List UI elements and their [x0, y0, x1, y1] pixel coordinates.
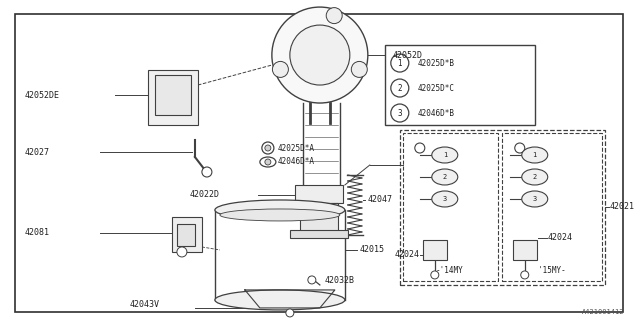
Circle shape	[262, 142, 274, 154]
Text: 42025D*A: 42025D*A	[278, 143, 315, 153]
Circle shape	[272, 7, 368, 103]
Text: 42052DE: 42052DE	[25, 91, 60, 100]
Ellipse shape	[522, 169, 548, 185]
Circle shape	[265, 145, 271, 151]
Text: 42047: 42047	[368, 196, 393, 204]
Text: 1: 1	[397, 59, 402, 68]
Text: 3: 3	[532, 196, 537, 202]
Text: 42025D*B: 42025D*B	[418, 59, 455, 68]
Circle shape	[415, 143, 425, 153]
Text: 42027: 42027	[25, 148, 50, 156]
Text: 2: 2	[532, 174, 537, 180]
Text: 3: 3	[443, 196, 447, 202]
Text: 42046D*A: 42046D*A	[278, 157, 315, 166]
Text: -'14MY: -'14MY	[436, 267, 463, 276]
Text: 42046D*B: 42046D*B	[418, 108, 455, 117]
Circle shape	[515, 143, 525, 153]
Text: 2: 2	[397, 84, 402, 92]
Text: 1: 1	[443, 152, 447, 158]
Bar	[300, 203, 338, 235]
Ellipse shape	[260, 157, 276, 167]
Text: 42015: 42015	[360, 245, 385, 254]
Text: 42081: 42081	[25, 228, 50, 237]
Bar	[295, 185, 343, 203]
Text: 42052D: 42052D	[393, 51, 423, 60]
Bar	[502, 133, 602, 281]
Text: 42024: 42024	[548, 234, 573, 243]
Circle shape	[265, 159, 271, 165]
Ellipse shape	[432, 147, 458, 163]
Ellipse shape	[522, 191, 548, 207]
Text: 2: 2	[443, 174, 447, 180]
Circle shape	[391, 104, 409, 122]
Bar	[290, 230, 348, 238]
Bar	[148, 70, 198, 125]
Circle shape	[202, 167, 212, 177]
Bar	[423, 240, 447, 260]
Text: 1: 1	[532, 152, 537, 158]
Circle shape	[290, 25, 350, 85]
Bar	[177, 224, 195, 246]
Circle shape	[391, 54, 409, 72]
Ellipse shape	[215, 290, 345, 310]
Circle shape	[308, 276, 316, 284]
Bar	[400, 130, 605, 285]
Ellipse shape	[432, 191, 458, 207]
Text: '15MY-: '15MY-	[538, 267, 566, 276]
Circle shape	[521, 271, 529, 279]
Text: 42043V: 42043V	[130, 300, 160, 309]
Bar	[172, 217, 202, 252]
Text: 42021: 42021	[610, 203, 635, 212]
Circle shape	[273, 61, 289, 77]
Circle shape	[286, 309, 294, 317]
Bar	[513, 240, 537, 260]
Bar	[155, 75, 191, 115]
Text: 42022D: 42022D	[190, 190, 220, 199]
Polygon shape	[245, 290, 335, 308]
Ellipse shape	[215, 200, 345, 220]
Circle shape	[431, 271, 439, 279]
Bar	[385, 45, 535, 125]
Circle shape	[326, 8, 342, 24]
Text: 42024: 42024	[395, 251, 420, 260]
Text: A421001412: A421001412	[582, 309, 625, 315]
Text: 42025D*C: 42025D*C	[418, 84, 455, 92]
Circle shape	[391, 79, 409, 97]
Ellipse shape	[522, 147, 548, 163]
Ellipse shape	[432, 169, 458, 185]
Text: 3: 3	[397, 108, 402, 117]
Text: 42032B: 42032B	[325, 276, 355, 285]
Ellipse shape	[220, 209, 340, 221]
Circle shape	[177, 247, 187, 257]
Bar	[403, 133, 498, 281]
Circle shape	[351, 61, 367, 77]
